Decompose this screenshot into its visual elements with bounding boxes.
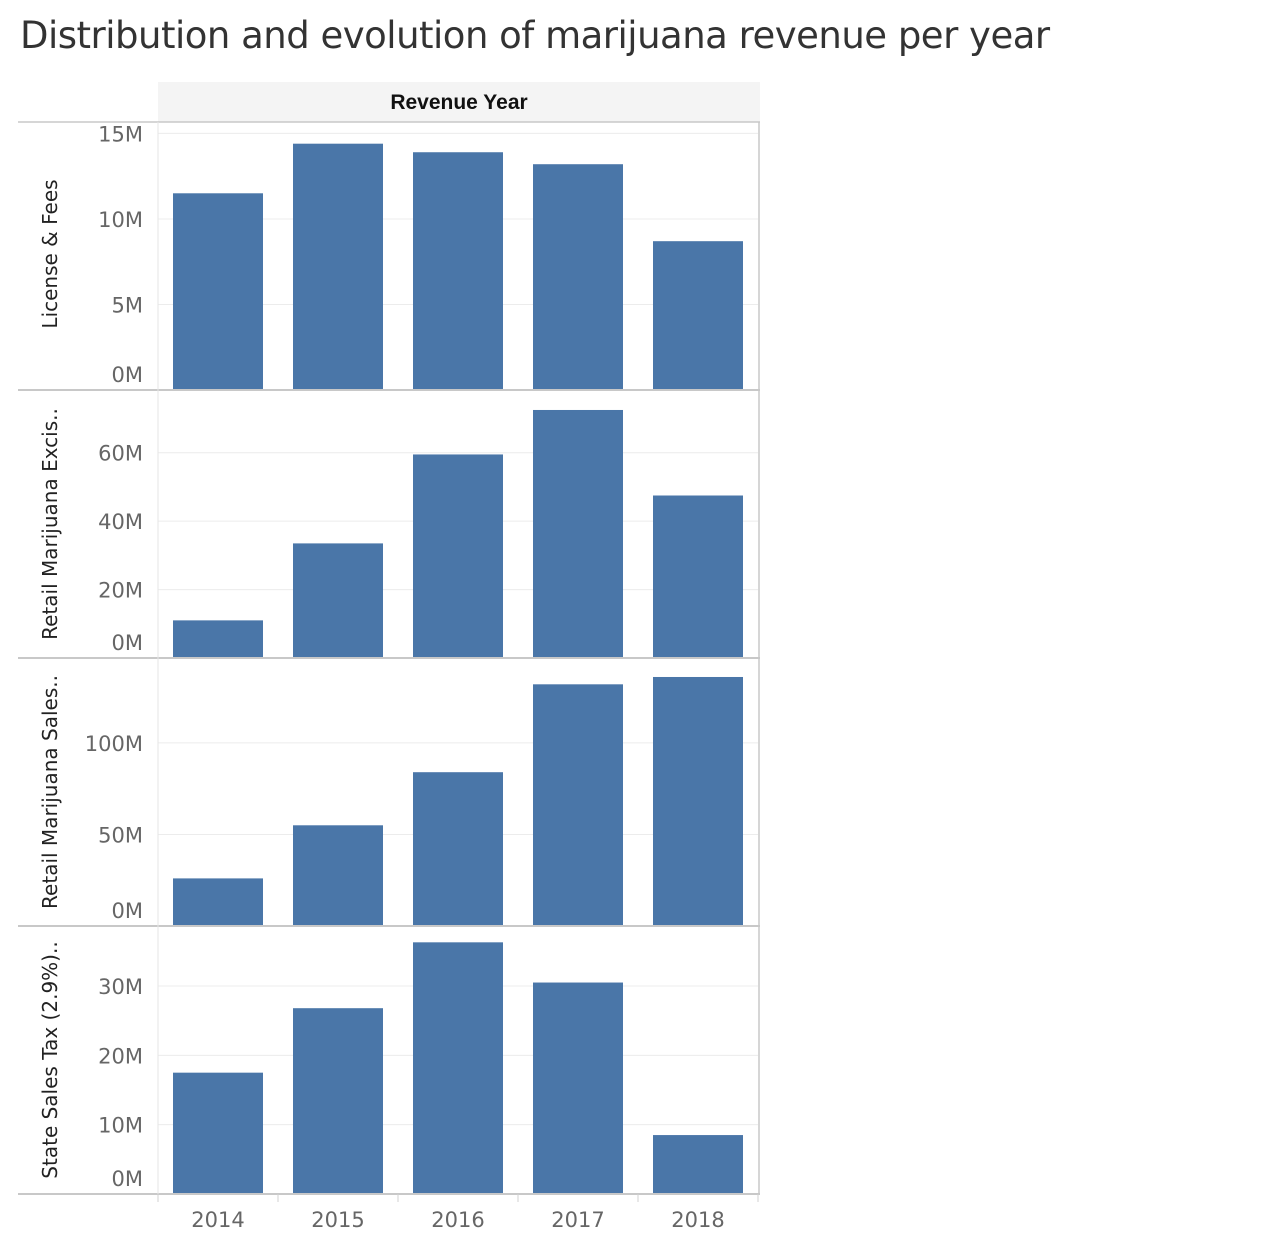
bar-2017 (533, 164, 623, 390)
bar-2016 (413, 772, 503, 926)
y-tick-label: 100M (85, 732, 143, 756)
y-tick-label: 20M (98, 1044, 143, 1068)
y-tick-label: 0M (112, 1167, 143, 1191)
bar-2016 (413, 454, 503, 658)
y-tick-label: 0M (112, 899, 143, 923)
bar-2016 (413, 152, 503, 390)
bar-2017 (533, 684, 623, 926)
bar-2015 (293, 1008, 383, 1194)
x-tick-label: 2016 (431, 1208, 484, 1232)
bar-2018 (653, 495, 743, 658)
panel-4: 0M 10M 20M 30M State Sales Tax (2.9%).. (18, 941, 760, 1195)
panel-3: 0M 50M 100M Retail Marijuana Sales.. (18, 675, 760, 927)
bar-2014 (173, 878, 263, 926)
bar-2015 (293, 543, 383, 658)
y-tick-label: 0M (112, 631, 143, 655)
panel-1: 0M 5M 10M 15M License & Fees (18, 122, 760, 391)
bar-2017 (533, 409, 623, 658)
bar-2014 (173, 193, 263, 390)
y-tick-label: 30M (98, 975, 143, 999)
y-tick-label: 10M (98, 1114, 143, 1138)
column-header-label: Revenue Year (390, 91, 528, 114)
x-tick-label: 2017 (551, 1208, 604, 1232)
x-tick-label: 2018 (671, 1208, 724, 1232)
bar-2018 (653, 1135, 743, 1194)
y-tick-label: 20M (98, 579, 143, 603)
panel-label: Retail Marijuana Excis.. (38, 408, 62, 640)
y-tick-label: 50M (98, 823, 143, 847)
panel-label: Retail Marijuana Sales.. (38, 675, 62, 909)
x-tick-label: 2015 (311, 1208, 364, 1232)
bar-2018 (653, 241, 743, 390)
panel-2: 0M 20M 40M 60M Retail Marijuana Excis.. (18, 408, 760, 659)
y-tick-label: 10M (98, 208, 143, 232)
y-tick-label: 40M (98, 510, 143, 534)
y-tick-label: 60M (98, 442, 143, 466)
bar-2017 (533, 982, 623, 1194)
x-tick-label: 2014 (191, 1208, 244, 1232)
y-tick-label: 0M (112, 363, 143, 387)
panel-label: State Sales Tax (2.9%).. (38, 941, 62, 1178)
column-header-band (158, 82, 760, 122)
y-tick-label: 15M (98, 122, 143, 146)
chart-title: Distribution and evolution of marijuana … (20, 14, 1050, 57)
bar-2016 (413, 942, 503, 1194)
bar-2015 (293, 143, 383, 390)
bar-2014 (173, 620, 263, 658)
bar-2015 (293, 825, 383, 926)
y-tick-label: 5M (112, 293, 143, 317)
bar-2014 (173, 1072, 263, 1194)
panel-label: License & Fees (38, 179, 62, 328)
bar-2018 (653, 676, 743, 926)
